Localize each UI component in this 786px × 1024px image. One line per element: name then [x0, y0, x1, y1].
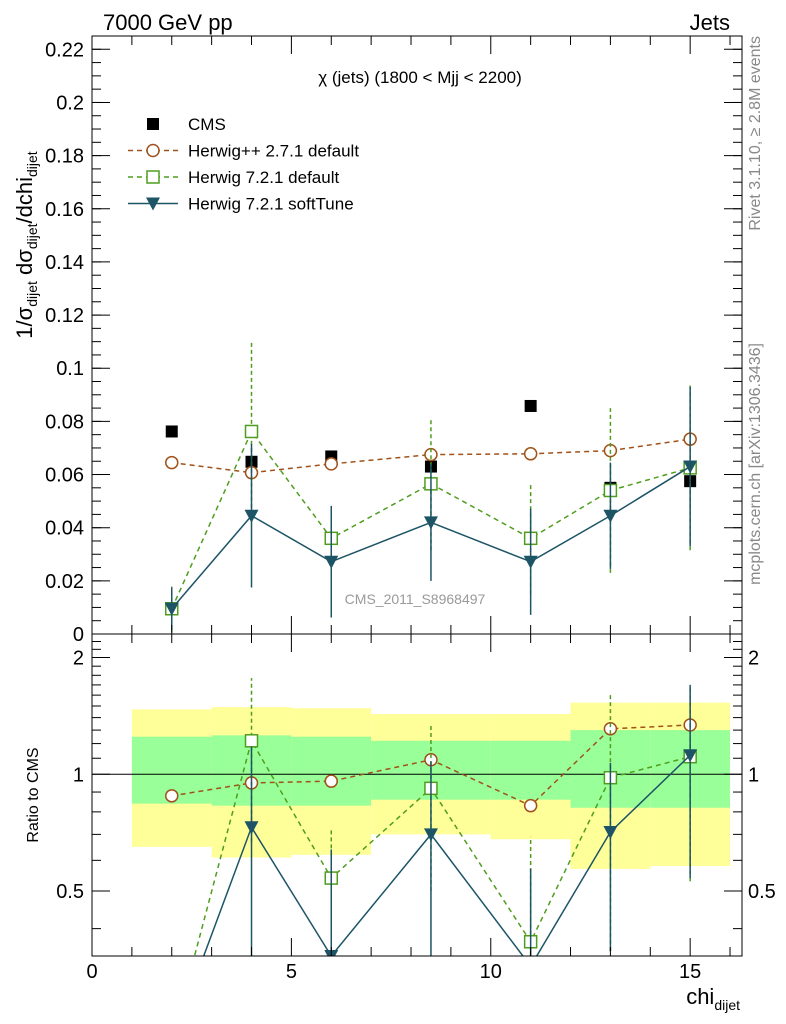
- legend-label: Herwig 7.2.1 default: [188, 168, 339, 187]
- data-point: [244, 424, 259, 439]
- inner-band: [490, 740, 571, 800]
- ratio-y-tick-label: 0.5: [56, 881, 84, 903]
- data-point: [523, 798, 538, 813]
- ratio-y-tick-label: 1: [73, 764, 84, 786]
- data-point: [324, 555, 339, 569]
- data-point: [523, 447, 538, 461]
- data-point: [165, 425, 178, 438]
- y-tick-label: 0: [73, 624, 84, 646]
- ratio-panel: 0.5 0.5 1 1 2 2 0 5 10 15 Ratio to CMS chidijet: [25, 633, 776, 1013]
- y-tick-label: 0.2: [56, 92, 84, 114]
- data-point: [324, 457, 339, 471]
- analysis-watermark: CMS_2011_S8968497: [345, 591, 486, 607]
- x-tick-label: 15: [679, 961, 701, 983]
- legend-marker: [146, 170, 160, 184]
- ratio-y-tick-label-right: 0.5: [748, 881, 776, 903]
- ratio-y-tick-label-right: 1: [748, 764, 759, 786]
- x-axis-label: chidijet: [686, 984, 740, 1013]
- legend-marker: [147, 118, 159, 130]
- data-point: [164, 602, 179, 616]
- x-tick-label: 5: [286, 961, 297, 983]
- data-point: [683, 460, 698, 474]
- mcplots-label: mcplots.cern.ch [arXiv:1306.3436]: [747, 343, 764, 585]
- y-tick-label: 0.06: [45, 465, 84, 487]
- data-point: [165, 789, 179, 803]
- legend-marker: [146, 197, 160, 211]
- main-plot-title: χ (jets) (1800 < Mjj < 2200): [318, 68, 522, 87]
- legend-label: Herwig 7.2.1 softTune: [188, 195, 354, 214]
- data-point: [244, 509, 259, 523]
- y-tick-label: 0.18: [45, 146, 84, 168]
- series-triangle-solid: [164, 386, 698, 631]
- data-point: [423, 828, 438, 842]
- inner-band: [291, 736, 372, 806]
- rivet-version-label: Rivet 3.1.10, ≥ 2.8M events: [747, 36, 764, 231]
- y-tick-label: 0.12: [45, 305, 84, 327]
- series-circle-dashed: [165, 718, 697, 813]
- data-point: [603, 509, 618, 523]
- y-tick-label: 0.1: [56, 358, 84, 380]
- ratio-y-tick-label-right: 2: [748, 648, 759, 670]
- main-y-axis-label: 1/σdijet dσdijet/dchidijet: [12, 151, 40, 339]
- legend: CMS Herwig++ 2.7.1 default Herwig 7.2.1 de…: [128, 115, 359, 214]
- y-tick-label: 0.16: [45, 199, 84, 221]
- ratio-plot-frame: [91, 633, 743, 957]
- ratio-y-tick-label: 2: [73, 648, 84, 670]
- main-panel: 0 0.02 0.04 0.06 0.08 0.1 0.12 0.14 0.16 0.18 0.2 0…: [12, 35, 743, 646]
- y-tick-label: 0.22: [45, 39, 84, 61]
- y-tick-label: 0.04: [45, 518, 84, 540]
- y-tick-label: 0.08: [45, 411, 84, 433]
- data-point: [423, 516, 438, 530]
- ratio-y-axis-label: Ratio to CMS: [25, 747, 42, 842]
- data-point: [524, 399, 537, 412]
- data-point: [523, 555, 538, 569]
- x-tick-label: 10: [480, 961, 502, 983]
- data-point: [324, 774, 339, 788]
- data-point: [683, 749, 698, 763]
- legend-label: Herwig++ 2.7.1 default: [188, 142, 359, 161]
- legend-marker: [146, 143, 160, 158]
- header-left: 7000 GeV pp: [103, 10, 233, 35]
- data-point: [603, 825, 618, 839]
- x-tick-label: 0: [86, 961, 97, 983]
- y-tick-label: 0.14: [45, 252, 84, 274]
- series-circle-dashed: [165, 432, 697, 480]
- data-point: [244, 734, 259, 748]
- data-point: [603, 722, 618, 736]
- legend-label: CMS: [188, 115, 226, 134]
- y-tick-label: 0.02: [45, 571, 84, 593]
- data-point: [165, 455, 179, 470]
- data-point: [244, 821, 259, 835]
- header-right: Jets: [690, 10, 730, 35]
